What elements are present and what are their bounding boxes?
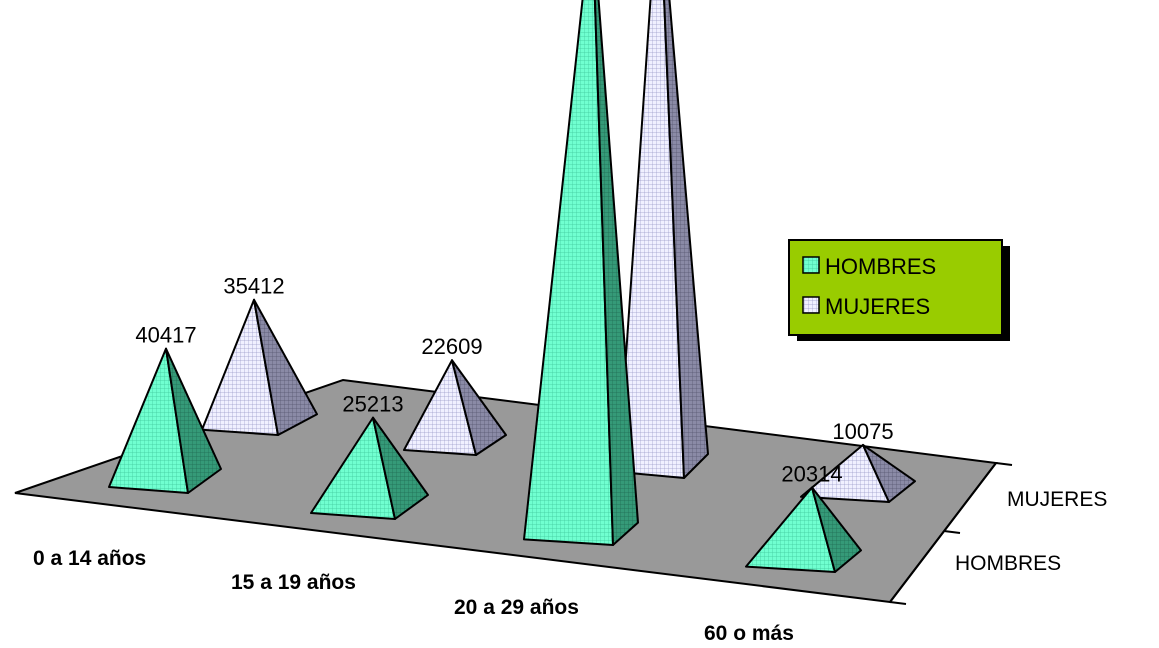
pyramid-hombres-3 — [745, 486, 862, 573]
depth-axis-line — [889, 462, 997, 603]
mujeres-series — [201, 0, 916, 503]
pyramid-face-side — [862, 443, 916, 503]
depth-tick — [889, 601, 907, 605]
category-label: 60 o más — [704, 622, 794, 645]
pyramid-hombres-0 — [108, 347, 222, 494]
series-axis-label: MUJERES — [1007, 488, 1107, 511]
value-label-hombres: 25213 — [342, 392, 403, 417]
value-label-hombres: 40417 — [135, 323, 196, 348]
pyramid-face-side — [165, 347, 222, 494]
value-label-hombres: 20314 — [781, 462, 842, 487]
value-label-mujeres: 22609 — [421, 334, 482, 359]
pyramid-mujeres-0 — [201, 298, 318, 436]
pyramid-mujeres-3 — [800, 443, 916, 503]
pyramid-face-side — [663, 0, 709, 479]
depth-tick — [943, 530, 961, 534]
pyramid-face-side — [372, 416, 429, 520]
series-axis-label: HOMBRES — [955, 552, 1061, 575]
legend: HOMBRES MUJERES — [788, 239, 1010, 341]
value-labels: 3541222609185360100754041725213213559203… — [135, 274, 893, 487]
category-label: 0 a 14 años — [33, 547, 146, 570]
legend-box — [788, 239, 1003, 336]
hombres-series — [108, 0, 862, 573]
category-label: 20 a 29 años — [454, 596, 579, 619]
pyramid-hombres-1 — [310, 416, 429, 520]
pyramid-mujeres-1 — [403, 359, 507, 456]
value-label-mujeres: 10075 — [832, 419, 893, 444]
pyramid-face-side — [593, 0, 639, 546]
depth-tick — [995, 462, 1013, 466]
pyramid-face-side — [253, 298, 318, 436]
legend-swatch-hombres — [802, 256, 820, 274]
value-label-mujeres: 35412 — [223, 274, 284, 299]
legend-label-mujeres: MUJERES — [825, 294, 930, 319]
pyramid-face-side — [811, 486, 862, 573]
legend-label-hombres: HOMBRES — [825, 254, 936, 279]
pyramid-face-side — [451, 359, 507, 456]
legend-swatch-mujeres — [802, 296, 820, 314]
category-label: 15 a 19 años — [231, 571, 356, 594]
pyramid-mujeres-2 — [617, 0, 709, 479]
pyramid-hombres-2 — [523, 0, 639, 546]
